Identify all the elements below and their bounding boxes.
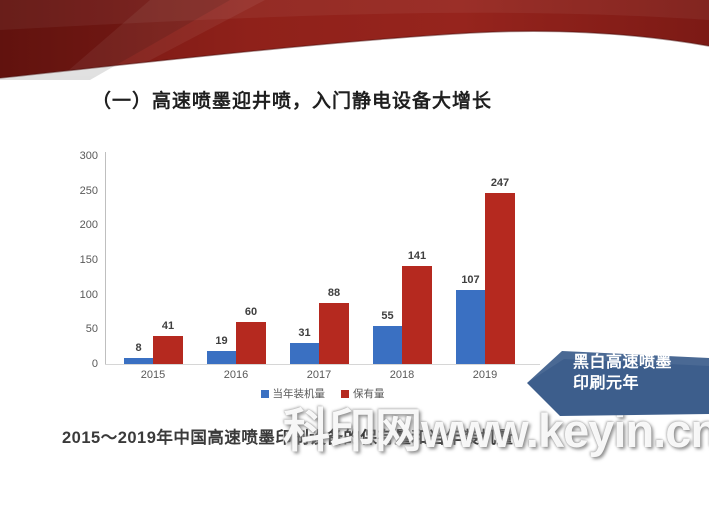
y-tick-label: 100 — [79, 288, 98, 301]
bar-当年装机量-2018 — [373, 325, 402, 364]
legend-swatch — [341, 389, 349, 398]
bar-保有量-2018 — [402, 266, 432, 364]
bar-保有量-2016 — [236, 322, 266, 364]
y-axis-line — [105, 152, 106, 364]
chart-caption: 2015～2019年中国高速喷墨印刷设备的保有量和当年装机量 — [62, 429, 514, 447]
bar-保有量-2017 — [319, 302, 349, 364]
x-tick-label: 2018 — [389, 369, 415, 381]
bar-value-label: 141 — [407, 250, 427, 263]
top-ribbon-decoration — [0, 0, 709, 80]
bar-value-label: 55 — [381, 309, 394, 322]
slide-title: （一）高速喷墨迎井喷，入门静电设备大增长 — [92, 91, 493, 112]
callout-arrow — [527, 351, 709, 416]
y-tick-label: 50 — [85, 323, 98, 336]
bar-value-label: 247 — [490, 176, 510, 189]
y-tick-label: 300 — [79, 150, 98, 162]
bar-value-label: 31 — [298, 326, 311, 339]
x-tick-label: 2019 — [472, 369, 498, 381]
y-tick-label: 150 — [79, 254, 98, 266]
y-tick-label: 0 — [91, 358, 98, 370]
bar-当年装机量-2017 — [290, 342, 319, 364]
bar-保有量-2019 — [485, 192, 515, 364]
y-tick-label: 200 — [79, 219, 98, 232]
bar-value-label: 107 — [461, 273, 480, 286]
bar-value-label: 60 — [244, 306, 258, 319]
x-tick-label: 2017 — [306, 369, 332, 381]
bar-value-label: 8 — [135, 342, 142, 355]
callout-text: 黑白高速喷墨 印刷元年 — [573, 352, 672, 394]
callout-line-2: 印刷元年 — [573, 375, 640, 392]
chart-legend: 当年装机量 保有量 — [105, 386, 540, 401]
bar-当年装机量-2016 — [207, 350, 236, 364]
callout-line-1: 黑白高速喷墨 — [573, 354, 673, 371]
bar-value-label: 88 — [327, 286, 341, 299]
legend-label: 保有量 — [353, 388, 385, 400]
x-axis-line — [105, 364, 540, 365]
bar-当年装机量-2019 — [456, 289, 485, 364]
bar-保有量-2015 — [153, 335, 183, 364]
legend-item: 保有量 — [341, 386, 385, 401]
legend-label: 当年装机量 — [272, 388, 326, 400]
x-tick-label: 2015 — [140, 369, 166, 381]
bar-当年装机量-2015 — [124, 358, 153, 364]
x-tick-label: 2016 — [223, 369, 249, 381]
legend-item: 当年装机量 — [260, 386, 326, 401]
y-tick-label: 250 — [79, 184, 98, 197]
bar-value-label: 19 — [215, 334, 228, 347]
bar-value-label: 41 — [161, 319, 175, 332]
legend-swatch — [260, 389, 269, 398]
